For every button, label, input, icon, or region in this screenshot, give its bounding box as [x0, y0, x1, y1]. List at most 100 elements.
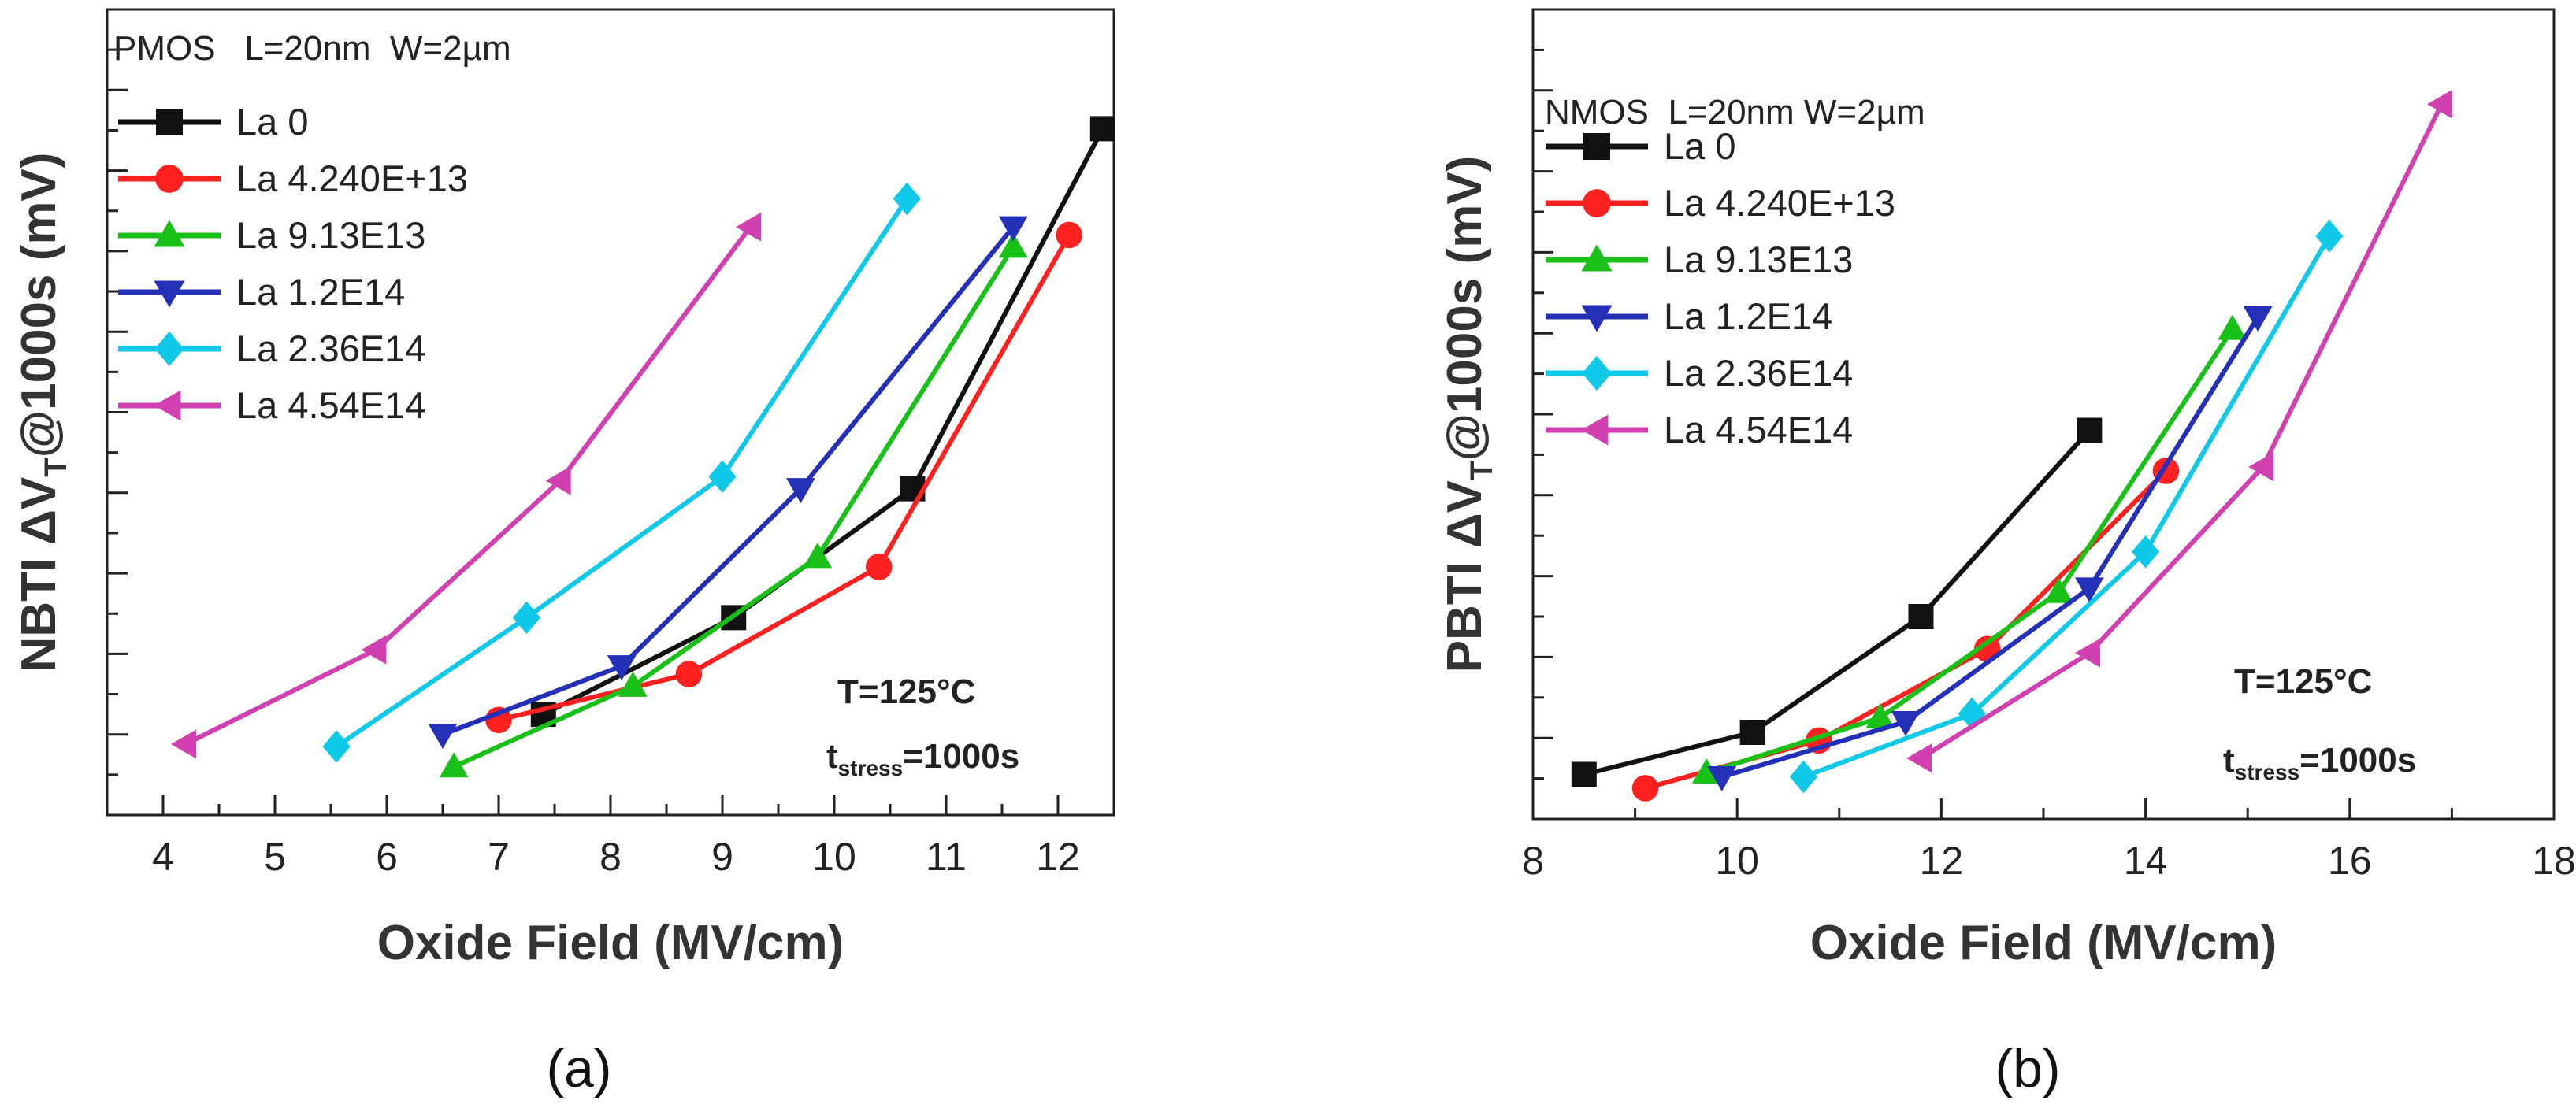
stress-time-annotation: tstress=1000s	[826, 737, 1019, 780]
series-line	[441, 225, 1015, 737]
data-point	[786, 478, 815, 504]
panel-caption: (b)	[1995, 1039, 2060, 1098]
y-axis-label-main: NBTI ΔV	[12, 477, 66, 672]
legend-entry-la-4-54e14: La 4.54E14	[1546, 409, 1853, 450]
series-la-1-2e14	[428, 216, 1028, 750]
data-point	[1707, 765, 1737, 791]
x-tick-label: 6	[376, 835, 398, 879]
series-line	[1919, 102, 2444, 761]
legend-label: La 1.2E14	[236, 271, 405, 313]
legend-marker	[1581, 305, 1613, 332]
legend-marker	[1581, 414, 1609, 446]
legend-entry-la-4-240e-13: La 4.240E+13	[118, 157, 468, 199]
x-tick-label: 12	[1920, 839, 1964, 883]
data-point	[1056, 221, 1082, 249]
legend-label: La 2.36E14	[236, 328, 425, 369]
legend-label: La 4.240E+13	[1664, 182, 1895, 224]
data-point	[2427, 89, 2453, 119]
stress-time-annotation: tstress=1000s	[2223, 741, 2416, 784]
x-tick-label: 9	[711, 835, 733, 879]
legend-label: La 2.36E14	[1664, 352, 1853, 394]
data-point	[607, 655, 637, 681]
data-point	[1089, 116, 1115, 142]
data-point	[1631, 775, 1659, 802]
legend-marker	[154, 220, 185, 247]
temperature-annotation: T=125°C	[2234, 662, 2372, 701]
data-point	[2077, 417, 2103, 443]
y-axis-label-subscript: T	[1464, 461, 1499, 480]
legend-label: La 0	[236, 101, 308, 143]
device-label: PMOS L=20nm W=2µm	[113, 29, 511, 68]
data-point	[2243, 306, 2273, 332]
legend-marker	[1582, 355, 1612, 391]
x-tick-label: 7	[488, 835, 510, 879]
y-axis-label: NBTI ΔVT@1000s (mV)	[12, 152, 73, 672]
series-line	[184, 225, 752, 746]
x-tick-label: 18	[2532, 839, 2576, 883]
series-line	[1802, 235, 2332, 780]
series-line	[1720, 316, 2260, 780]
data-point	[171, 729, 196, 759]
data-point	[2074, 577, 2104, 603]
legend-label: La 1.2E14	[1664, 295, 1832, 337]
series-line	[1706, 328, 2235, 776]
legend-entry-la-1-2e14: La 1.2E14	[1546, 295, 1832, 337]
data-point	[998, 232, 1028, 258]
x-tick-label: 14	[2124, 839, 2168, 883]
data-point	[803, 543, 833, 569]
x-tick-label: 8	[599, 835, 622, 879]
legend-label: La 4.54E14	[236, 384, 425, 426]
series-la-4-54e14	[1906, 89, 2453, 773]
stress-time-t: t	[2223, 741, 2235, 780]
data-point	[998, 216, 1028, 242]
legend-entry-la-4-240e-13: La 4.240E+13	[1546, 182, 1895, 224]
data-point	[708, 460, 737, 494]
series-la-2-36e14	[1789, 220, 2344, 794]
legend-entry-la-9-13e13: La 9.13E13	[118, 214, 425, 256]
x-tick-label: 10	[812, 835, 856, 879]
series-line	[1583, 428, 2092, 777]
y-axis-label-suffix: @1000s (mV)	[1438, 156, 1492, 461]
y-axis-label-main: PBTI ΔV	[1438, 480, 1492, 672]
legend-entry-la-0: La 0	[1546, 125, 1735, 167]
legend-marker	[154, 390, 181, 421]
legend: La 0 La 4.240E+13 La 9.13E13 La 1.2E14 La 2.…	[118, 101, 468, 426]
series-line	[498, 233, 1071, 723]
panel-caption: (a)	[546, 1039, 611, 1098]
data-point	[1906, 743, 1932, 773]
series-la-0	[1571, 417, 2103, 787]
stress-time-t: t	[826, 737, 838, 776]
series-line	[335, 197, 909, 749]
chart-panel-b: 8 10 12 14 16 18 Oxide Field (MV/cm) PBTI ΔVT@1…	[1438, 8, 2576, 1098]
data-point	[322, 730, 351, 763]
data-point	[2074, 638, 2100, 668]
legend-label: La 9.13E13	[1664, 239, 1853, 280]
y-axis-label: PBTI ΔVT@1000s (mV)	[1438, 156, 1499, 673]
data-point	[2132, 535, 2160, 569]
legend-marker	[154, 331, 184, 367]
legend-entry-la-4-54e14: La 4.54E14	[118, 384, 425, 426]
series-line	[452, 246, 1015, 769]
data-point	[361, 635, 387, 665]
x-tick-label: 12	[1036, 835, 1080, 879]
x-tick-label: 10	[1715, 839, 1759, 883]
data-point	[545, 466, 571, 495]
legend-marker	[1581, 244, 1613, 272]
legend-marker	[1583, 189, 1611, 217]
data-point	[1908, 604, 1934, 629]
data-point	[512, 601, 541, 635]
legend-label: La 4.240E+13	[236, 157, 468, 199]
series-la-9-13e13	[1691, 314, 2248, 784]
legend: La 0 La 4.240E+13 La 9.13E13 La 1.2E14 La 2.…	[1546, 125, 1895, 450]
legend-entry-la-0: La 0	[118, 101, 308, 143]
data-point	[1789, 760, 1818, 794]
data-point	[428, 724, 458, 750]
data-point	[893, 182, 921, 216]
legend-marker	[1583, 133, 1610, 160]
legend-entry-la-1-2e14: La 1.2E14	[118, 271, 405, 313]
series-la-2-36e14	[322, 182, 921, 763]
y-axis-label-suffix: @1000s (mV)	[12, 152, 66, 458]
data-point	[2218, 314, 2248, 340]
data-point	[1891, 711, 1921, 737]
stress-time-value: =1000s	[2299, 741, 2416, 780]
